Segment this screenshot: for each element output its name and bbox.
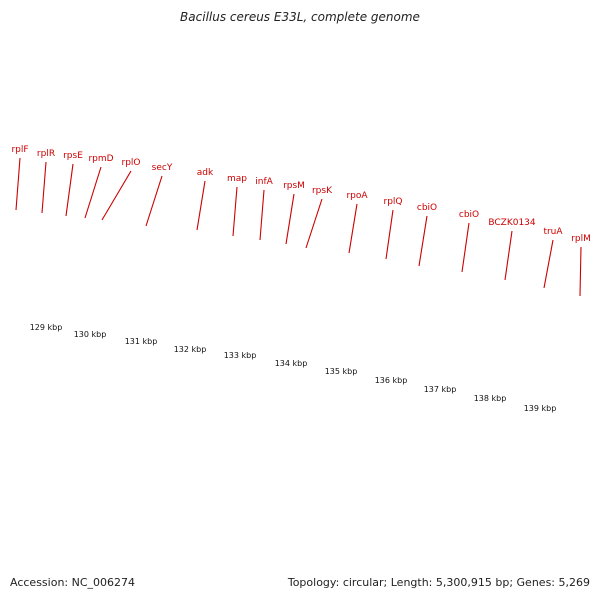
scale-label: 130 kbp — [74, 330, 107, 339]
scale-label: 138 kbp — [474, 394, 507, 403]
gene-label: rplQ — [384, 197, 403, 207]
callout-line — [305, 198, 323, 249]
scale-label: 139 kbp — [524, 404, 557, 413]
map-title: Bacillus cereus E33L, complete genome — [180, 10, 420, 24]
gene-label: BCZK0134 — [488, 218, 536, 228]
scale-label: 135 kbp — [325, 367, 358, 376]
callout-line — [232, 186, 238, 237]
callout-line — [41, 161, 47, 214]
gene-label: cbiO — [417, 203, 437, 213]
gene-label: rplO — [122, 158, 141, 168]
gene-label: cbiO — [459, 210, 479, 220]
gene-label: adk — [197, 168, 214, 178]
callout-line — [196, 180, 206, 231]
callout-line — [461, 222, 470, 273]
gene-label: rplF — [11, 145, 28, 155]
scale-label: 134 kbp — [275, 359, 308, 368]
gene-label: rpsM — [283, 181, 305, 191]
callout-line — [504, 230, 513, 281]
scale-labels: 129 kbp 130 kbp 131 kbp 132 kbp 133 kbp 134 k… — [30, 323, 557, 413]
scale-label: 131 kbp — [125, 337, 158, 346]
gene-label: rpsE — [63, 151, 83, 161]
genome-summary-text: Topology: circular; Length: 5,300,915 bp… — [287, 576, 590, 589]
gene-label: rplM — [571, 234, 591, 244]
callout-line — [348, 203, 358, 254]
callout-line — [15, 157, 21, 211]
callout-line — [385, 209, 394, 260]
gene-callouts: rplF rplR rpsE rpmD rplO secY adk map infA rpsM rp… — [11, 145, 591, 297]
callout-line — [145, 175, 163, 227]
gene-label: rpmD — [88, 154, 113, 164]
scale-label: 132 kbp — [174, 345, 207, 354]
callout-line — [285, 193, 295, 245]
gene-label: rpoA — [346, 191, 368, 201]
scale-label: 129 kbp — [30, 323, 63, 332]
callout-line — [543, 239, 554, 289]
scale-label: 137 kbp — [424, 385, 457, 394]
callout-line — [418, 215, 428, 267]
gene-label: map — [227, 174, 247, 184]
gene-label: rpsK — [312, 186, 333, 196]
callout-line — [259, 189, 265, 241]
scale-label: 133 kbp — [224, 351, 257, 360]
accession-text: Accession: NC_006274 — [10, 576, 136, 589]
callout-line — [65, 163, 74, 217]
callout-line — [84, 166, 102, 219]
gene-label: secY — [152, 163, 173, 173]
callout-line — [579, 246, 582, 297]
gene-label: infA — [255, 177, 273, 187]
gene-label: rplR — [37, 149, 55, 159]
gene-label: truA — [543, 227, 563, 237]
callout-line — [101, 170, 132, 221]
scale-label: 136 kbp — [375, 376, 408, 385]
